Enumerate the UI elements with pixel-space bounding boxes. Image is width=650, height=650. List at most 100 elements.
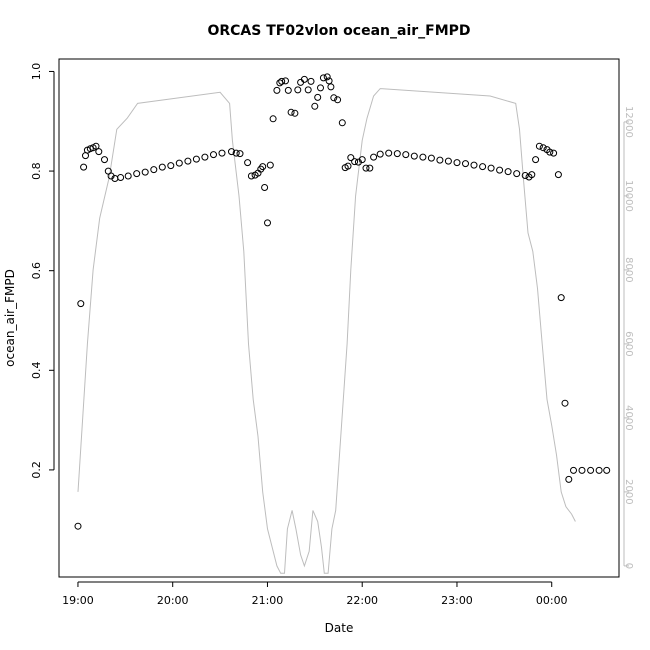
- data-point: [539, 144, 547, 152]
- right-axis-tick-label: 10000: [623, 180, 634, 212]
- data-point: [330, 94, 338, 102]
- data-point: [546, 148, 554, 156]
- data-point: [532, 156, 540, 164]
- data-point: [427, 154, 435, 162]
- data-point: [358, 156, 366, 164]
- data-point: [419, 153, 427, 161]
- data-point: [141, 168, 149, 176]
- data-point: [521, 172, 529, 179]
- data-point: [278, 77, 286, 85]
- right-axis-tick-label: 2000: [623, 479, 634, 504]
- x-tick-label: 21:00: [252, 594, 284, 607]
- x-axis-label: Date: [325, 621, 354, 635]
- y-tick-label: 0.2: [30, 461, 43, 479]
- chart-title: ORCAS TF02vlon ocean_air_FMPD: [207, 23, 470, 39]
- altitude-line: [77, 88, 576, 574]
- data-point: [80, 163, 88, 171]
- data-point: [344, 162, 352, 170]
- data-point: [184, 157, 192, 165]
- data-point: [504, 168, 512, 176]
- data-point: [453, 159, 461, 167]
- data-point: [95, 148, 103, 156]
- data-point: [236, 150, 244, 158]
- data-point: [366, 164, 374, 172]
- data-point: [291, 109, 299, 117]
- right-axis-tick-label: 6000: [623, 331, 634, 356]
- data-point: [150, 166, 158, 174]
- y-axis-label: ocean_air_FMPD: [3, 269, 17, 367]
- data-point: [259, 163, 267, 171]
- data-point: [444, 157, 452, 165]
- data-point: [269, 115, 277, 123]
- data-point: [244, 159, 252, 167]
- data-point: [273, 86, 281, 94]
- data-point: [338, 119, 346, 127]
- data-point: [327, 83, 335, 91]
- data-point: [284, 86, 292, 94]
- data-point: [210, 151, 217, 159]
- data-point: [436, 156, 444, 164]
- data-point: [554, 171, 562, 179]
- data-point: [133, 170, 141, 178]
- plot-area: [74, 73, 611, 574]
- data-point: [470, 161, 478, 169]
- right-axis-tick-label: 8000: [623, 257, 634, 282]
- data-point: [487, 164, 495, 172]
- data-point: [304, 86, 312, 94]
- data-point: [528, 171, 536, 179]
- data-point: [595, 466, 603, 474]
- data-point: [385, 149, 393, 157]
- y-tick-label: 0.8: [30, 162, 43, 180]
- data-point: [247, 172, 255, 180]
- data-point: [261, 184, 269, 191]
- y-tick-label: 0.4: [30, 362, 43, 380]
- data-point: [570, 466, 577, 474]
- data-point: [496, 166, 504, 174]
- y-tick-label: 0.6: [30, 262, 43, 280]
- data-point: [300, 75, 308, 83]
- right-axis-tick-label: 4000: [623, 405, 634, 430]
- data-point: [402, 151, 410, 159]
- data-point: [192, 155, 200, 163]
- data-point: [266, 161, 274, 169]
- data-point: [175, 159, 183, 167]
- y-tick-label: 1.0: [30, 63, 43, 81]
- data-point: [370, 153, 378, 161]
- data-point: [307, 77, 315, 85]
- data-point: [323, 73, 331, 81]
- data-point: [410, 152, 418, 160]
- data-point: [347, 154, 355, 162]
- data-point: [201, 153, 209, 161]
- data-point: [218, 149, 226, 157]
- x-tick-label: 19:00: [62, 594, 94, 607]
- data-point: [294, 86, 302, 94]
- plot-frame: [58, 58, 620, 578]
- data-point: [587, 466, 595, 474]
- data-point: [479, 163, 487, 171]
- data-point: [158, 163, 166, 171]
- data-point: [314, 93, 322, 101]
- data-point: [264, 219, 271, 227]
- data-point: [578, 466, 586, 474]
- data-point: [124, 172, 132, 180]
- data-point: [167, 162, 175, 170]
- x-tick-label: 00:00: [536, 594, 568, 607]
- x-tick-label: 23:00: [441, 594, 473, 607]
- data-point: [311, 102, 319, 110]
- data-point: [362, 164, 370, 172]
- data-point: [117, 174, 125, 181]
- data-point: [561, 399, 569, 407]
- data-point: [376, 150, 384, 158]
- data-point: [287, 108, 295, 116]
- data-point: [228, 148, 235, 156]
- data-point: [513, 170, 521, 178]
- x-tick-label: 22:00: [346, 594, 378, 607]
- data-point: [74, 522, 82, 530]
- data-point: [334, 96, 342, 104]
- data-point: [557, 294, 565, 302]
- data-point: [393, 150, 401, 158]
- right-axis-tick-label: 12000: [623, 106, 634, 138]
- right-axis-tick-label: 0: [623, 563, 634, 569]
